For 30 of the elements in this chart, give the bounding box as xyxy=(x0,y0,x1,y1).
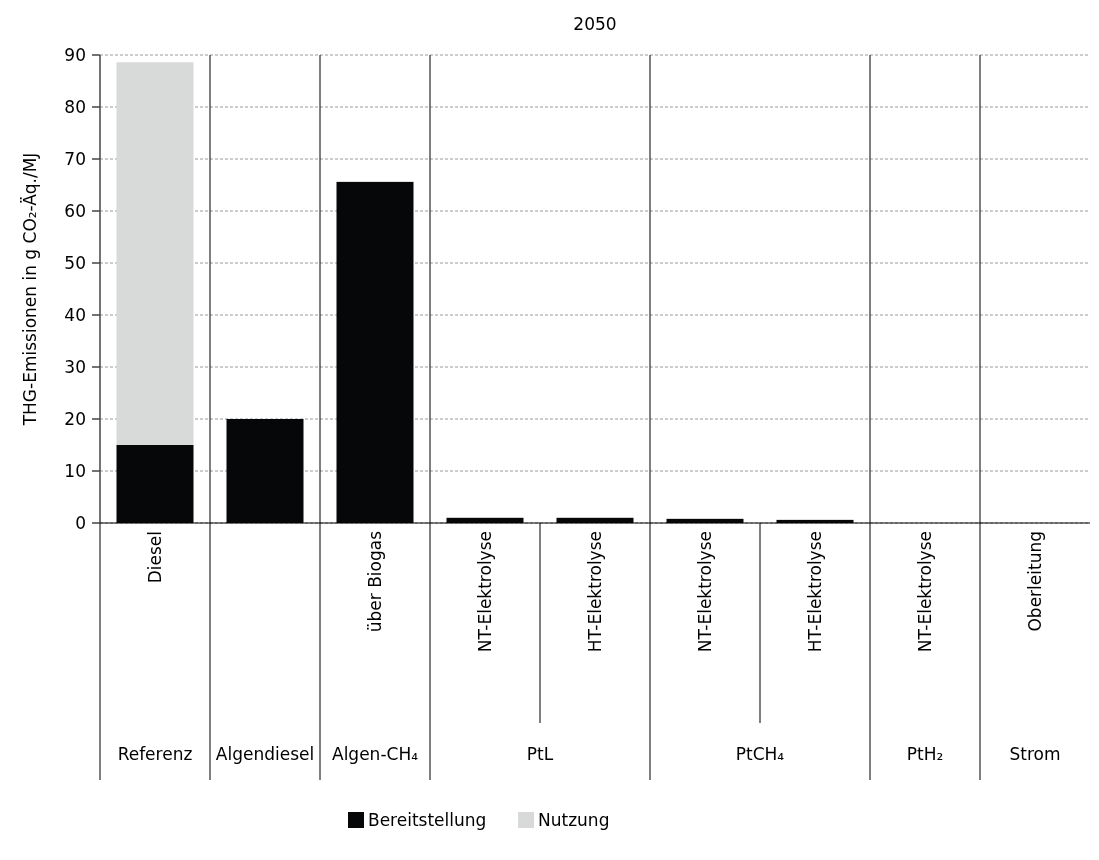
x-tick-label: HT-Elektrolyse xyxy=(804,531,825,653)
legend-label: Bereitstellung xyxy=(368,809,487,830)
text: Algen-CH₄ xyxy=(332,744,419,764)
y-tick-label: 40 xyxy=(64,304,86,325)
y-tick-label: 80 xyxy=(64,96,86,117)
text: PtCH₄ xyxy=(735,744,785,764)
x-tick-label: NT-Elektrolyse xyxy=(914,531,935,653)
text: Referenz xyxy=(117,744,193,764)
x-tick-label: Oberleitung xyxy=(1024,531,1045,632)
x-tick-label: Diesel xyxy=(144,531,165,584)
text: PtH₂ xyxy=(906,744,944,764)
y-tick-label: 0 xyxy=(75,512,86,533)
text: PtL xyxy=(526,744,554,764)
y-tick-label: 30 xyxy=(64,356,86,377)
x-tick-label: NT-Elektrolyse xyxy=(694,531,715,653)
chart-title: 2050 xyxy=(573,14,617,34)
x-tick-label: über Biogas xyxy=(364,530,385,633)
y-tick-label: 20 xyxy=(64,408,86,429)
text: Algendiesel xyxy=(215,744,315,764)
text: Strom xyxy=(1009,744,1061,764)
y-axis-title: THG-Emissionen in g CO₂-Äq./MJ xyxy=(20,152,40,427)
bar xyxy=(116,62,194,445)
y-tick-label: 50 xyxy=(64,252,86,273)
y-tick-label: 60 xyxy=(64,200,86,221)
x-tick-label: NT-Elektrolyse xyxy=(474,531,495,653)
y-tick-label: 10 xyxy=(64,460,86,481)
y-tick-label: 90 xyxy=(64,44,86,65)
y-tick-label: 70 xyxy=(64,148,86,169)
x-tick-label: HT-Elektrolyse xyxy=(584,531,605,653)
legend-label: Nutzung xyxy=(538,809,610,830)
